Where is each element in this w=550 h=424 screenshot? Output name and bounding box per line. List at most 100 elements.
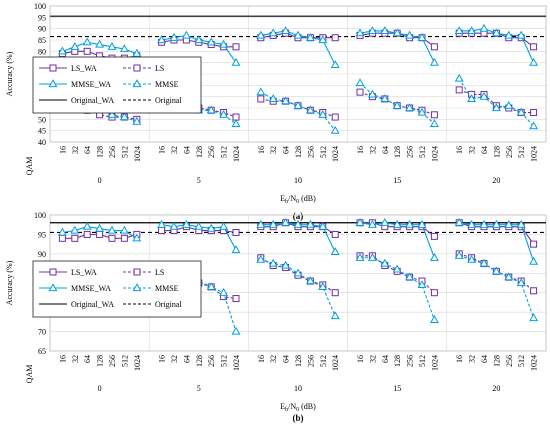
data-point-mmse_wa xyxy=(405,219,415,228)
data-point-mmse xyxy=(380,258,390,267)
legend-marker-mmse_wa xyxy=(48,283,58,292)
qam-tick-label: 64 xyxy=(83,355,92,363)
data-point-mmse_wa xyxy=(82,37,92,46)
data-point-mmse xyxy=(504,100,514,109)
data-point-mmse xyxy=(467,254,477,263)
data-point-mmse_wa xyxy=(256,30,266,39)
legend-label-ls_wa: LS_WA xyxy=(71,268,97,277)
data-point-mmse_wa xyxy=(157,219,167,228)
snr-group-label: 5 xyxy=(197,384,201,393)
qam-tick-label: 128 xyxy=(393,355,402,367)
qam-tick-label: 256 xyxy=(306,355,315,367)
data-point-mmse xyxy=(529,313,539,322)
qam-tick-label: 128 xyxy=(393,146,402,158)
qam-tick-label: 128 xyxy=(96,355,105,367)
data-point-mmse_wa xyxy=(206,223,216,232)
data-point-ls_wa xyxy=(158,227,166,235)
qam-tick-label: 512 xyxy=(220,355,229,367)
qam-tick-label: 512 xyxy=(220,146,229,158)
y-tick-label: 90 xyxy=(38,25,46,34)
legend-label-mmse: MMSE xyxy=(155,284,179,293)
qam-tick-label: 1024 xyxy=(430,146,439,162)
qam-tick-label: 256 xyxy=(108,355,117,367)
data-point-mmse_wa xyxy=(169,32,179,41)
data-point-mmse xyxy=(281,96,291,105)
data-point-mmse_wa xyxy=(355,217,365,226)
data-point-mmse_wa xyxy=(367,26,377,35)
qam-tick-label: 16 xyxy=(455,146,464,154)
data-point-ls_wa xyxy=(430,232,438,240)
data-point-mmse xyxy=(206,105,216,114)
chart-panel-a: 404550556065707580859095100QAM1632641282… xyxy=(5,2,547,221)
data-point-mmse_wa xyxy=(281,26,291,35)
y-tick-label: 65 xyxy=(38,347,46,356)
qam-tick-label: 1024 xyxy=(232,355,241,371)
data-point-ls_wa xyxy=(83,47,91,55)
data-point-mmse_wa xyxy=(380,217,390,226)
data-point-mmse_wa xyxy=(231,57,241,66)
qam-tick-label: 1024 xyxy=(430,355,439,371)
data-point-mmse_wa xyxy=(70,41,80,50)
data-point-mmse_wa xyxy=(119,44,129,53)
data-point-mmse xyxy=(392,100,402,109)
legend-label-mmse_wa: MMSE_WA xyxy=(71,80,111,89)
data-point-ls xyxy=(331,113,339,121)
data-point-mmse xyxy=(107,109,117,118)
legend-label-orig: Original xyxy=(155,300,182,309)
data-point-ls_wa xyxy=(331,230,339,238)
data-point-mmse_wa xyxy=(132,233,142,242)
data-point-mmse xyxy=(405,272,415,281)
snr-group-label: 15 xyxy=(393,384,401,393)
qam-tick-label: 16 xyxy=(455,355,464,363)
data-point-ls xyxy=(530,287,538,295)
data-point-mmse xyxy=(318,109,328,118)
y-tick-label: 45 xyxy=(38,127,46,136)
legend-marker-mmse xyxy=(132,283,142,292)
data-point-ls_wa xyxy=(58,234,66,242)
qam-tick-label: 1024 xyxy=(530,355,539,371)
qam-tick-label: 64 xyxy=(282,146,291,154)
data-point-ls xyxy=(356,88,364,96)
data-point-mmse xyxy=(132,116,142,125)
data-point-mmse_wa xyxy=(206,37,216,46)
data-point-ls_wa xyxy=(232,228,240,236)
data-point-mmse_wa xyxy=(380,26,390,35)
qam-tick-label: 64 xyxy=(381,146,390,154)
y-tick-label: 100 xyxy=(34,211,46,220)
qam-tick-label: 64 xyxy=(480,146,489,154)
qam-tick-label: 32 xyxy=(269,146,278,154)
panel-caption: (b) xyxy=(293,413,304,423)
qam-tick-label: 64 xyxy=(83,146,92,154)
data-point-mmse xyxy=(516,278,526,287)
data-point-mmse xyxy=(429,315,439,324)
qam-tick-label: 256 xyxy=(505,146,514,158)
data-point-mmse xyxy=(529,121,539,130)
qam-tick-label: 512 xyxy=(120,146,129,158)
y-axis-label: Accuracy (%) xyxy=(5,260,14,305)
data-point-ls_wa xyxy=(232,43,240,51)
data-point-ls_wa xyxy=(83,230,91,238)
y-tick-label: 100 xyxy=(34,2,46,11)
qam-tick-label: 512 xyxy=(517,146,526,158)
legend-label-mmse_wa: MMSE_WA xyxy=(71,284,111,293)
data-point-mmse xyxy=(417,107,427,116)
qam-tick-label: 32 xyxy=(71,146,80,154)
data-point-mmse xyxy=(467,94,477,103)
qam-tick-label: 256 xyxy=(406,146,415,158)
data-point-mmse_wa xyxy=(305,32,315,41)
data-point-mmse_wa xyxy=(194,35,204,44)
data-point-mmse_wa xyxy=(516,30,526,39)
qam-tick-label: 64 xyxy=(282,355,291,363)
legend-marker-ls xyxy=(133,268,141,276)
data-point-mmse_wa xyxy=(219,221,229,230)
qam-tick-label: 32 xyxy=(71,355,80,363)
data-point-mmse_wa xyxy=(467,26,477,35)
data-point-mmse_wa xyxy=(219,39,229,48)
data-point-mmse xyxy=(119,112,129,121)
data-point-mmse_wa xyxy=(119,225,129,234)
snr-group-label: 0 xyxy=(98,384,102,393)
legend-label-ls_wa: LS_WA xyxy=(71,64,97,73)
qam-tick-label: 512 xyxy=(120,355,129,367)
data-point-ls_wa xyxy=(71,234,79,242)
